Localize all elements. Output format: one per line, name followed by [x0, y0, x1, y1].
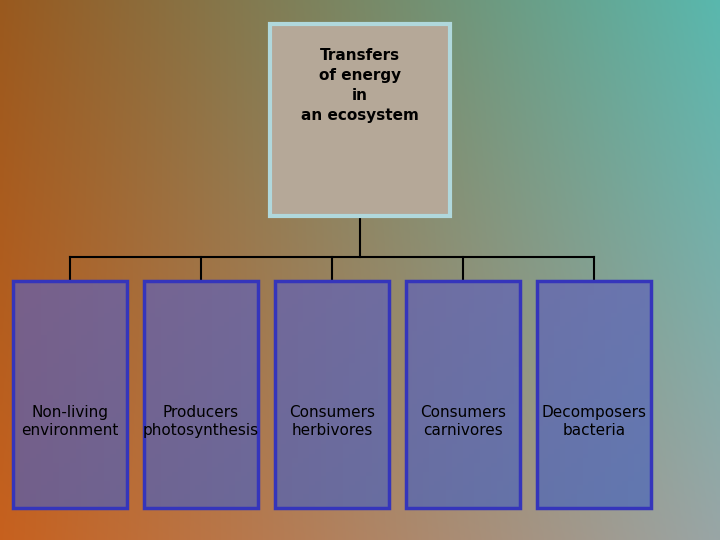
Text: Consumers
carnivores: Consumers carnivores [420, 405, 506, 437]
Text: Non-living
environment: Non-living environment [21, 405, 119, 437]
Text: Producers
photosynthesis: Producers photosynthesis [143, 405, 259, 437]
FancyBboxPatch shape [270, 24, 450, 216]
Text: Consumers
herbivores: Consumers herbivores [289, 405, 375, 437]
Text: Decomposers
bacteria: Decomposers bacteria [541, 405, 647, 437]
Text: Transfers
of energy
in
an ecosystem: Transfers of energy in an ecosystem [301, 49, 419, 123]
